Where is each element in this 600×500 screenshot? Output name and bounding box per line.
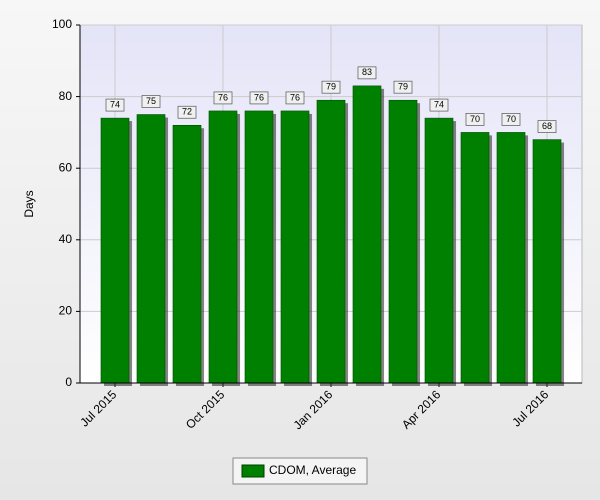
value-label: 70 xyxy=(506,114,516,124)
y-tick-label: 80 xyxy=(59,89,73,103)
value-label-box xyxy=(393,80,413,94)
legend-swatch xyxy=(241,464,265,478)
bar xyxy=(352,85,382,384)
bar xyxy=(244,110,274,384)
value-label-box xyxy=(357,66,377,80)
value-label: 79 xyxy=(398,82,408,92)
bar xyxy=(316,99,346,384)
value-label-box xyxy=(105,98,125,112)
bar xyxy=(388,99,418,384)
bar xyxy=(208,110,238,384)
value-label-box xyxy=(177,105,197,119)
y-tick-label: 100 xyxy=(52,17,72,31)
value-label: 76 xyxy=(254,92,264,102)
y-tick-label: 40 xyxy=(59,232,73,246)
value-label: 72 xyxy=(182,107,192,117)
y-tick-label: 0 xyxy=(65,375,72,389)
y-tick-label: 20 xyxy=(59,304,73,318)
value-label-box xyxy=(249,91,269,105)
value-label: 74 xyxy=(110,99,120,109)
legend-label: CDOM, Average xyxy=(269,463,356,477)
value-label-box xyxy=(429,98,449,112)
value-label: 70 xyxy=(470,114,480,124)
bar xyxy=(100,117,130,384)
legend: CDOM, Average xyxy=(232,457,368,485)
value-label-box xyxy=(321,80,341,94)
value-label-box xyxy=(285,91,305,105)
y-tick-label: 60 xyxy=(59,160,73,174)
bar xyxy=(172,124,202,384)
value-label: 83 xyxy=(362,67,372,77)
bar xyxy=(496,132,526,384)
value-label-box xyxy=(501,113,521,126)
value-label: 76 xyxy=(290,92,300,102)
value-label: 74 xyxy=(434,99,444,109)
bar xyxy=(280,110,310,384)
value-label-box xyxy=(213,91,233,105)
bar xyxy=(136,114,166,384)
bar xyxy=(532,139,562,384)
bar xyxy=(424,117,454,384)
value-label: 75 xyxy=(146,96,156,106)
value-label: 79 xyxy=(326,82,336,92)
y-axis-label: Days xyxy=(22,190,36,217)
value-label-box xyxy=(537,120,557,133)
value-label: 68 xyxy=(542,121,552,131)
value-label: 76 xyxy=(218,92,228,102)
value-label-box xyxy=(141,95,161,108)
value-label-box xyxy=(465,113,485,126)
bar xyxy=(460,132,490,384)
